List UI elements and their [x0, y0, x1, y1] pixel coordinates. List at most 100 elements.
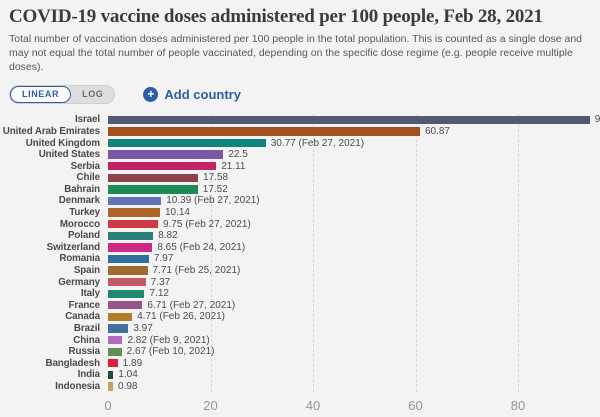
value-label: 6.71 (Feb 27, 2021)	[147, 299, 236, 311]
bar-track: 2.82 (Feb 9, 2021)	[108, 334, 600, 346]
chart-row: Brazil 3.97	[0, 323, 600, 335]
value-label: 3.97	[133, 323, 153, 335]
log-button[interactable]: LOG	[82, 89, 104, 100]
bar-track: 10.39 (Feb 27, 2021)	[108, 195, 600, 207]
value-label: 1.04	[118, 369, 138, 381]
chart-row: Denmark 10.39 (Feb 27, 2021)	[0, 195, 600, 207]
bar-track: 0.98	[108, 381, 600, 393]
country-label: Denmark	[58, 195, 100, 207]
value-label: 9.75 (Feb 27, 2021)	[162, 218, 251, 230]
chart-row: France 6.71 (Feb 27, 2021)	[0, 300, 600, 312]
bar[interactable]	[108, 289, 145, 298]
x-tick-label: 40	[305, 398, 321, 414]
bar[interactable]	[108, 370, 114, 380]
bar[interactable]	[108, 231, 154, 240]
value-label: 4.71 (Feb 26, 2021)	[137, 311, 225, 323]
value-label: 17.58	[203, 172, 229, 184]
bar[interactable]	[108, 150, 224, 159]
country-label: United States	[38, 149, 100, 161]
bar-chart: Israel 9 United Arab Emirates 60.87 United K…	[0, 114, 600, 416]
bar[interactable]	[108, 312, 133, 322]
country-label: Indonesia	[55, 380, 100, 392]
bar[interactable]	[108, 382, 114, 391]
value-label: 22.5	[228, 149, 248, 161]
chart-row: United States 22.5	[0, 149, 600, 161]
chart-row: Bahrain 17.52	[0, 184, 600, 196]
country-label: France	[68, 299, 100, 311]
value-label: 30.77 (Feb 27, 2021)	[270, 137, 365, 149]
value-label: 17.52	[202, 183, 228, 195]
bar[interactable]	[108, 138, 266, 148]
bar[interactable]	[108, 173, 199, 182]
bar[interactable]	[108, 324, 129, 333]
chart-row: United Arab Emirates 60.87	[0, 126, 600, 138]
bar[interactable]	[108, 196, 162, 206]
bar[interactable]	[108, 347, 122, 356]
chart-row: India 1.04	[0, 369, 600, 381]
add-country-button[interactable]: + Add country	[143, 87, 241, 103]
bar[interactable]	[108, 254, 149, 264]
bar[interactable]	[108, 162, 217, 171]
chart-row: Switzerland 8.65 (Feb 24, 2021)	[0, 242, 600, 254]
value-label: 2.67 (Feb 10, 2021)	[126, 346, 215, 358]
bar[interactable]	[108, 185, 198, 194]
bar[interactable]	[108, 115, 590, 124]
value-label: 7.71 (Feb 25, 2021)	[152, 265, 241, 277]
country-label: Russia	[68, 346, 100, 358]
x-tick-label: 20	[203, 398, 218, 414]
bar-track: 10.14	[108, 207, 600, 219]
bar[interactable]	[108, 335, 123, 345]
bar-track: 8.65 (Feb 24, 2021)	[108, 242, 600, 254]
bar-track: 7.97	[108, 253, 600, 265]
country-label: Serbia	[70, 160, 100, 172]
bar-track: 22.5	[108, 149, 600, 161]
country-label: Morocco	[59, 218, 100, 230]
value-label: 10.39 (Feb 27, 2021)	[166, 195, 260, 207]
bar[interactable]	[108, 301, 143, 310]
x-tick-label: 80	[510, 398, 526, 414]
bar-track: 2.67 (Feb 10, 2021)	[108, 346, 600, 358]
chart-controls: LINEAR LOG + Add country	[9, 85, 591, 105]
chart-row: Chile 17.58	[0, 172, 600, 184]
bar[interactable]	[108, 277, 146, 287]
x-tick-label: 60	[408, 398, 423, 414]
bar-track: 9	[108, 114, 600, 126]
bar[interactable]	[108, 359, 118, 368]
bar[interactable]	[108, 243, 153, 252]
chart-row: Spain 7.71 (Feb 25, 2021)	[0, 265, 600, 277]
bar[interactable]	[108, 127, 420, 136]
chart-row: Poland 8.82	[0, 230, 600, 242]
linear-button[interactable]: LINEAR	[10, 86, 72, 104]
x-tick-label: 0	[104, 398, 112, 414]
add-country-label: Add country	[164, 87, 241, 103]
bar[interactable]	[108, 220, 158, 229]
chart-row: Bangladesh 1.89	[0, 358, 600, 370]
country-label: Spain	[73, 265, 100, 277]
value-label: 10.14	[164, 207, 190, 219]
bar-track: 7.12	[108, 288, 600, 300]
bar[interactable]	[108, 208, 160, 217]
country-label: China	[73, 334, 100, 346]
value-label: 2.82 (Feb 9, 2021)	[127, 334, 210, 346]
value-label: 0.98	[118, 380, 138, 392]
chart-row: Serbia 21.11	[0, 160, 600, 172]
value-label: 21.11	[221, 160, 246, 172]
bar-track: 1.04	[108, 369, 600, 381]
bar-track: 60.87	[108, 126, 600, 138]
country-label: Chile	[76, 172, 101, 184]
page-subtitle: Total number of vaccination doses admini…	[9, 32, 583, 73]
chart-row: Germany 7.37	[0, 276, 600, 288]
country-label: Bahrain	[64, 183, 100, 195]
bar-track: 17.52	[108, 184, 600, 196]
plus-circle-icon: +	[143, 87, 159, 103]
bar-track: 7.37	[108, 276, 600, 288]
chart-row: Romania 7.97	[0, 253, 600, 265]
chart-row: United Kingdom 30.77 (Feb 27, 2021)	[0, 137, 600, 149]
value-label: 7.37	[150, 276, 171, 288]
country-label: India	[77, 369, 100, 381]
bar-track: 21.11	[108, 160, 600, 172]
chart-row: Canada 4.71 (Feb 26, 2021)	[0, 311, 600, 323]
bar[interactable]	[108, 266, 148, 275]
value-label: 1.89	[122, 357, 143, 369]
